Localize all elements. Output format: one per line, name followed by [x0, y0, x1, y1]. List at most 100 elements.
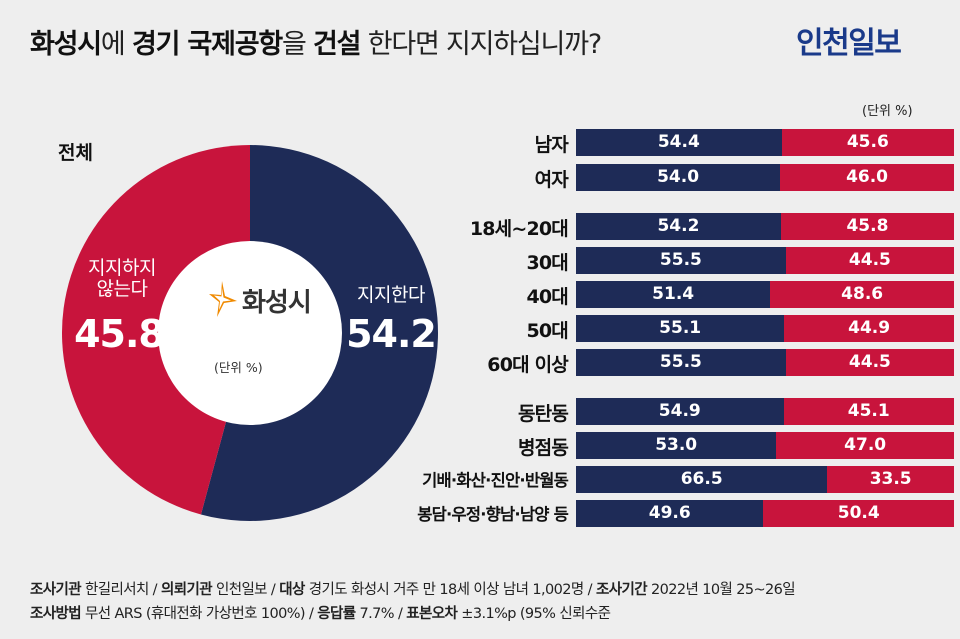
bar-segment-support: 55.1 [576, 315, 785, 342]
bar-value-label: 45.1 [847, 401, 890, 421]
bar-category-label: 병점동 [517, 437, 569, 459]
stacked-bar: 55.5 44.5 [576, 247, 954, 274]
title-part: 을 [282, 29, 314, 60]
bar-segment-support: 54.9 [576, 398, 784, 425]
bar-segment-oppose: 47.0 [776, 432, 954, 459]
bar-value-label: 49.6 [648, 503, 691, 523]
footer-key: 의뢰기관 [160, 582, 213, 598]
oppose-value: 45.8 [74, 312, 165, 356]
footer-key: 응답률 [317, 606, 356, 622]
title-part: 건설 [313, 29, 361, 60]
bar-segment-support: 53.0 [576, 432, 777, 459]
bar-value-label: 46.0 [846, 167, 889, 187]
stacked-bar: 66.5 33.5 [576, 466, 954, 493]
bar-value-label: 44.9 [848, 318, 891, 338]
footer-text: 경기도 화성시 거주 만 18세 이상 남녀 1,002명 / [304, 582, 596, 598]
bar-segment-support: 54.2 [576, 213, 781, 240]
bar-value-label: 54.2 [657, 216, 700, 236]
bar-category-label: 기배·화산·진안·반월동 [422, 471, 569, 490]
center-logo-text: 화성시 [242, 288, 312, 318]
bar-value-label: 54.4 [657, 132, 700, 152]
bar-value-label: 44.5 [848, 352, 891, 372]
bar-category-label: 60대 이상 [487, 354, 569, 376]
bar-value-label: 45.6 [846, 132, 889, 152]
stacked-bar: 54.0 46.0 [576, 164, 954, 191]
bar-value-label: 55.5 [659, 250, 702, 270]
bar-category-label: 동탄동 [517, 403, 569, 425]
bar-value-label: 47.0 [844, 435, 887, 455]
bar-segment-support: 49.6 [576, 500, 764, 527]
oppose-label-line: 않는다 [96, 278, 148, 300]
bar-segment-oppose: 45.6 [781, 129, 954, 156]
footer-text: 한길리서치 / [80, 582, 161, 598]
title-part: 화성시 [30, 29, 102, 60]
bar-value-label: 33.5 [869, 469, 912, 489]
bar-value-label: 50.4 [837, 503, 880, 523]
stacked-bar: 54.9 45.1 [576, 398, 954, 425]
center-unit-label: (단위 %) [214, 360, 263, 375]
bar-segment-oppose: 44.5 [785, 247, 954, 274]
bar-category-label: 40대 [526, 286, 568, 308]
bar-value-label: 66.5 [680, 469, 723, 489]
bar-segment-oppose: 33.5 [827, 466, 954, 493]
hwaseong-logo-icon [209, 281, 237, 317]
bar-segment-support: 51.4 [576, 281, 771, 308]
bar-segment-oppose: 45.1 [783, 398, 954, 425]
unit-label: (단위 %) [862, 104, 913, 119]
footer-text: ±3.1%p (95% 신뢰수준 [457, 606, 611, 622]
publisher-logo: 인천일보 [796, 26, 902, 61]
page-title: 화성시에 경기 국제공항을 건설 한다면 지지하십니까? [30, 22, 602, 61]
bar-segment-oppose: 48.6 [770, 281, 954, 308]
footer-text: 7.7% / [355, 606, 407, 622]
footer-text: 2022년 10월 25~26일 [646, 582, 796, 598]
pie-slice-oppose [62, 145, 251, 515]
bar-value-label: 48.6 [841, 284, 884, 304]
footer-key: 표본오차 [406, 606, 458, 622]
bar-category-label: 남자 [534, 134, 569, 156]
footer-key: 조사기간 [595, 582, 648, 598]
bar-segment-support: 55.5 [576, 349, 786, 376]
bar-value-label: 44.5 [848, 250, 891, 270]
bar-category-label: 봉담·우정·향남·남양 등 [417, 505, 569, 524]
bar-category-label: 18세~20대 [469, 218, 569, 240]
footer-key: 조사기관 [30, 582, 82, 598]
pie-center-hole [158, 241, 342, 425]
bar-value-label: 55.1 [659, 318, 702, 338]
bar-segment-oppose: 44.9 [784, 315, 954, 342]
oppose-label-line: 지지하지 [88, 257, 156, 279]
overall-pie-chart [62, 145, 438, 521]
bar-segment-oppose: 45.8 [780, 213, 954, 240]
footer-key: 조사방법 [30, 606, 82, 622]
support-value: 54.2 [346, 312, 437, 356]
footer-key: 대상 [279, 582, 305, 598]
title-part: 한다면 지지하십니까? [360, 29, 602, 60]
title-part: 경기 국제공항 [131, 29, 283, 60]
bar-segment-oppose: 50.4 [763, 500, 954, 527]
stacked-bar: 54.4 45.6 [576, 129, 954, 156]
stacked-bar: 49.6 50.4 [576, 500, 954, 527]
bar-category-label: 50대 [526, 320, 568, 342]
bar-category-label: 여자 [534, 169, 569, 191]
bar-segment-support: 54.0 [576, 164, 781, 191]
bar-segment-support: 66.5 [576, 466, 828, 493]
footer-text: 무선 ARS (휴대전화 가상번호 100%) / [80, 606, 318, 622]
stacked-bar: 55.5 44.5 [576, 349, 954, 376]
bar-value-label: 55.5 [659, 352, 702, 372]
oppose-label: 지지하지 않는다 [72, 258, 172, 300]
stacked-bar: 54.2 45.8 [576, 213, 954, 240]
footer-text: 인천일보 / [211, 582, 280, 598]
bar-value-label: 45.8 [846, 216, 889, 236]
stacked-bar: 51.4 48.6 [576, 281, 954, 308]
bar-category-label: 30대 [526, 252, 568, 274]
bar-segment-support: 55.5 [576, 247, 786, 274]
bar-value-label: 54.0 [657, 167, 700, 187]
bar-segment-oppose: 46.0 [780, 164, 954, 191]
title-part: 에 [100, 29, 132, 60]
bar-value-label: 51.4 [652, 284, 695, 304]
stacked-bar: 55.1 44.9 [576, 315, 954, 342]
footer-line-2: 조사방법 무선 ARS (휴대전화 가상번호 100%) / 응답률 7.7% … [30, 602, 611, 623]
bar-segment-oppose: 44.5 [785, 349, 954, 376]
bar-segment-support: 54.4 [576, 129, 782, 156]
stacked-bar: 53.0 47.0 [576, 432, 954, 459]
footer-line-1: 조사기관 한길리서치 / 의뢰기관 인천일보 / 대상 경기도 화성시 거주 만… [30, 578, 796, 599]
